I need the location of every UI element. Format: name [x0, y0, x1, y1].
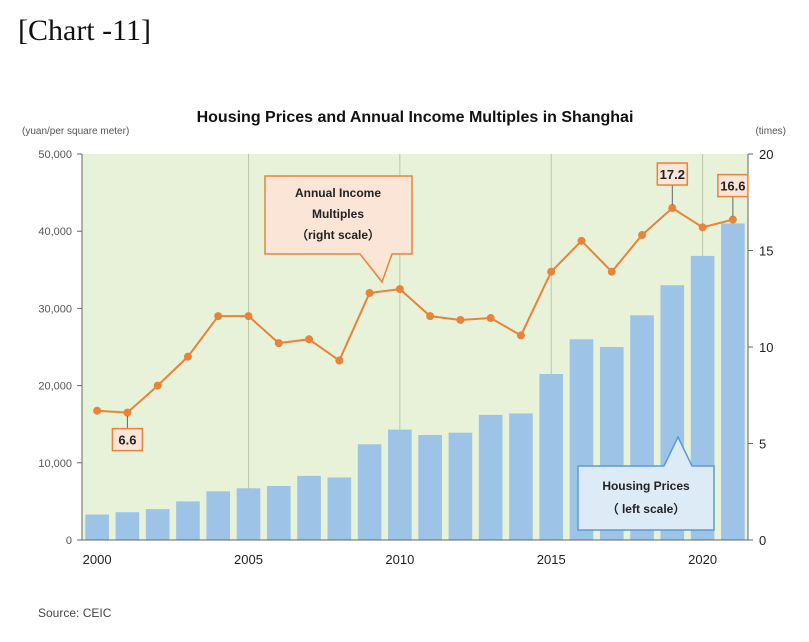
housing-callout-text: （ left scale） [607, 501, 686, 516]
point-income-multiple-2003 [183, 352, 192, 361]
point-income-multiple-2009 [365, 288, 374, 297]
right-tick-label: 0 [759, 533, 766, 548]
point-income-multiple-2021 [728, 215, 737, 224]
x-tick-label: 2020 [688, 552, 717, 567]
bar-housing-price-2011 [418, 435, 442, 540]
point-income-multiple-2015 [547, 267, 556, 276]
point-income-multiple-2011 [426, 312, 435, 321]
right-tick-label: 5 [759, 437, 766, 452]
point-income-multiple-2019 [668, 204, 677, 213]
data-label-box [717, 173, 749, 198]
point-income-multiple-2005 [244, 312, 253, 321]
data-label-box [111, 427, 144, 452]
point-income-multiple-2014 [516, 331, 525, 340]
point-income-multiple-2010 [395, 285, 404, 294]
bar-housing-price-2010 [388, 429, 412, 540]
bar-housing-price-2000 [85, 514, 109, 540]
x-tick-label: 2000 [83, 552, 112, 567]
bar-housing-price-2012 [448, 432, 473, 540]
left-tick-label: 50,000 [38, 149, 72, 161]
left-axis-unit: (yuan/per square meter) [22, 126, 129, 137]
income-callout-text: Multiples [312, 207, 364, 221]
bar-housing-price-2008 [327, 477, 352, 540]
bar-housing-price-2014 [509, 413, 533, 540]
left-tick-label: 30,000 [38, 303, 72, 315]
bar-housing-price-2003 [176, 501, 200, 540]
income-callout-text: Annual Income [295, 186, 381, 200]
left-tick-label: 10,000 [38, 458, 72, 470]
left-tick-label: 40,000 [38, 226, 72, 238]
income-callout-text: （right scale） [296, 227, 380, 242]
bar-housing-price-2015 [539, 374, 564, 540]
bar-housing-price-2001 [115, 512, 140, 540]
bar-housing-price-2013 [478, 414, 503, 540]
point-income-multiple-2016 [577, 236, 586, 245]
data-label-2021: 16.6 [720, 179, 745, 194]
point-income-multiple-2012 [456, 315, 465, 324]
housing-callout-box [577, 435, 715, 531]
data-label-2001: 6.6 [118, 433, 136, 448]
chart-title: Housing Prices and Annual Income Multipl… [197, 109, 634, 126]
data-label-box [656, 162, 689, 186]
x-tick-label: 2010 [385, 552, 414, 567]
bar-housing-price-2009 [357, 444, 382, 540]
left-tick-label: 0 [66, 535, 72, 547]
point-income-multiple-2007 [305, 335, 314, 344]
housing-callout-text: Housing Prices [602, 479, 690, 493]
point-income-multiple-2020 [698, 223, 707, 232]
point-income-multiple-2000 [93, 406, 102, 415]
bar-housing-price-2006 [266, 485, 291, 540]
point-income-multiple-2001 [123, 408, 132, 417]
point-income-multiple-2013 [486, 314, 495, 323]
left-tick-label: 20,000 [38, 381, 72, 393]
chart-label: [Chart -11] [18, 14, 152, 47]
x-tick-label: 2005 [234, 552, 263, 567]
point-income-multiple-2018 [638, 231, 647, 240]
point-income-multiple-2006 [274, 339, 283, 348]
point-income-multiple-2008 [335, 356, 344, 365]
bar-housing-price-2021 [721, 223, 745, 541]
point-income-multiple-2002 [153, 381, 162, 390]
point-income-multiple-2004 [214, 312, 223, 321]
line-income-multiple [97, 206, 734, 414]
x-tick-label: 2015 [537, 552, 566, 567]
right-axis-unit: (times) [755, 126, 786, 137]
point-income-multiple-2017 [607, 267, 616, 276]
income-callout-box [264, 175, 413, 284]
source-note: Source: CEIC [38, 606, 112, 620]
bar-housing-price-2005 [236, 488, 261, 540]
right-tick-label: 10 [759, 340, 773, 355]
bar-housing-price-2004 [206, 491, 231, 540]
right-tick-label: 20 [759, 147, 773, 162]
bar-housing-price-2002 [145, 509, 170, 540]
bar-housing-price-2007 [297, 475, 321, 540]
right-tick-label: 15 [759, 244, 773, 259]
data-label-2019: 17.2 [660, 167, 685, 182]
